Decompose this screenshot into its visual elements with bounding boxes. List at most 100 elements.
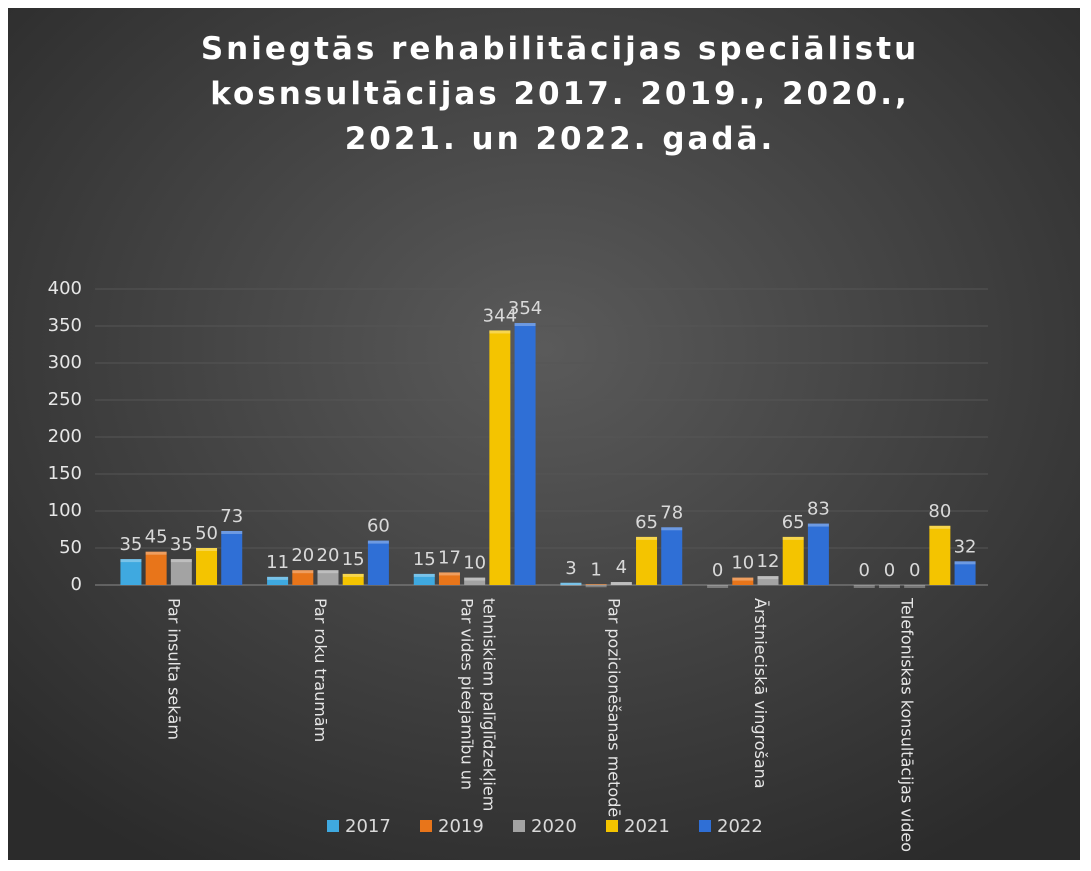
bar: [636, 536, 658, 585]
bar: [145, 551, 167, 585]
bar: [757, 576, 779, 585]
data-label: 50: [195, 523, 218, 544]
bar-top: [514, 323, 536, 327]
legend-marker: [699, 820, 711, 832]
chart-title: Sniegtās rehabilitācijas speciālistu kosn…: [201, 31, 919, 157]
bar: [489, 330, 511, 585]
bar: [782, 536, 804, 585]
bar: [170, 559, 192, 585]
bar: [929, 525, 951, 585]
data-label: 0: [909, 560, 920, 581]
data-label: 20: [317, 545, 340, 566]
data-label: 83: [807, 499, 830, 520]
bar-top: [610, 582, 632, 586]
y-tick-label: 400: [48, 278, 82, 299]
bar: [292, 570, 314, 585]
bar-top: [367, 540, 389, 544]
bar: [438, 572, 460, 585]
bar-top: [661, 527, 683, 531]
data-label: 15: [413, 549, 436, 570]
bar: [514, 323, 536, 585]
bar-top: [267, 576, 289, 580]
data-label: 1: [590, 559, 601, 580]
x-tick-label: Par roku traumām: [312, 598, 331, 742]
legend-marker: [513, 820, 525, 832]
data-label: 0: [859, 560, 870, 581]
data-label: 11: [266, 552, 289, 573]
data-label: 12: [757, 551, 780, 572]
bar-top: [317, 570, 339, 574]
data-label: 17: [438, 547, 461, 568]
legend-label: 2020: [531, 816, 577, 837]
legend-label: 2022: [717, 816, 763, 837]
data-label: 80: [928, 501, 951, 522]
bar: [807, 523, 829, 585]
bar-top: [707, 585, 729, 588]
bar: [585, 584, 607, 585]
y-tick-label: 200: [48, 426, 82, 447]
bar: [954, 561, 976, 585]
y-tick-label: 100: [48, 500, 82, 521]
bar: [196, 548, 218, 585]
data-label: 65: [635, 512, 658, 533]
bar-top: [636, 536, 658, 540]
bar: [661, 527, 683, 585]
y-tick-label: 0: [71, 574, 82, 595]
bar-top: [413, 573, 435, 577]
legend-marker: [327, 820, 339, 832]
bar-top: [145, 551, 167, 555]
data-label: 0: [712, 560, 723, 581]
x-tick-label: Par pozicionēšanas metodē: [605, 598, 624, 817]
bar-top: [438, 572, 460, 576]
data-label: 15: [342, 549, 365, 570]
bar-top: [757, 576, 779, 580]
bar-top: [560, 582, 582, 586]
legend-label: 2017: [345, 816, 391, 837]
bar: [120, 559, 142, 585]
legend-marker: [420, 820, 432, 832]
data-label: 10: [731, 553, 754, 574]
data-label: 45: [145, 527, 168, 548]
data-label: 3: [565, 558, 576, 579]
chart-background: [8, 8, 1080, 860]
bar-top: [196, 548, 218, 551]
bar-top: [954, 561, 976, 565]
bar: [342, 573, 364, 585]
data-label: 65: [782, 512, 805, 533]
bar: [267, 576, 289, 585]
data-label: 60: [367, 516, 390, 537]
legend-label: 2019: [438, 816, 484, 837]
bar: [221, 530, 243, 585]
bar-top: [170, 559, 192, 563]
data-label: 354: [508, 298, 542, 319]
y-tick-label: 350: [48, 315, 82, 336]
data-label: 10: [463, 553, 486, 574]
x-tick-label: Ārstnieciskā vingrošana: [752, 598, 771, 789]
bar: [732, 577, 754, 585]
bar-top: [807, 523, 829, 527]
bar: [367, 540, 389, 585]
legend-label: 2021: [624, 816, 670, 837]
bar-top: [585, 584, 607, 588]
bar: [560, 582, 582, 585]
x-tick-label: Par vides pieejamību un tehniskiem palīgl…: [458, 598, 499, 811]
bar-top: [732, 577, 754, 581]
bar-top: [292, 570, 314, 574]
bar-top: [782, 536, 804, 540]
y-tick-label: 150: [48, 463, 82, 484]
data-label: 35: [170, 534, 193, 555]
legend-marker: [606, 820, 618, 832]
data-label: 0: [884, 560, 895, 581]
bar-top: [221, 530, 243, 534]
data-label: 32: [954, 536, 977, 557]
x-tick-label: Telefoniskas konsultācijas video: [898, 597, 917, 852]
x-tick-label: Par insulta sekām: [165, 598, 184, 740]
bar-top: [342, 573, 364, 577]
bar: [413, 573, 435, 585]
bar-top: [878, 585, 900, 588]
y-tick-label: 50: [59, 537, 82, 558]
data-label: 4: [616, 557, 627, 578]
bar: [464, 577, 486, 585]
bar: [610, 582, 632, 585]
